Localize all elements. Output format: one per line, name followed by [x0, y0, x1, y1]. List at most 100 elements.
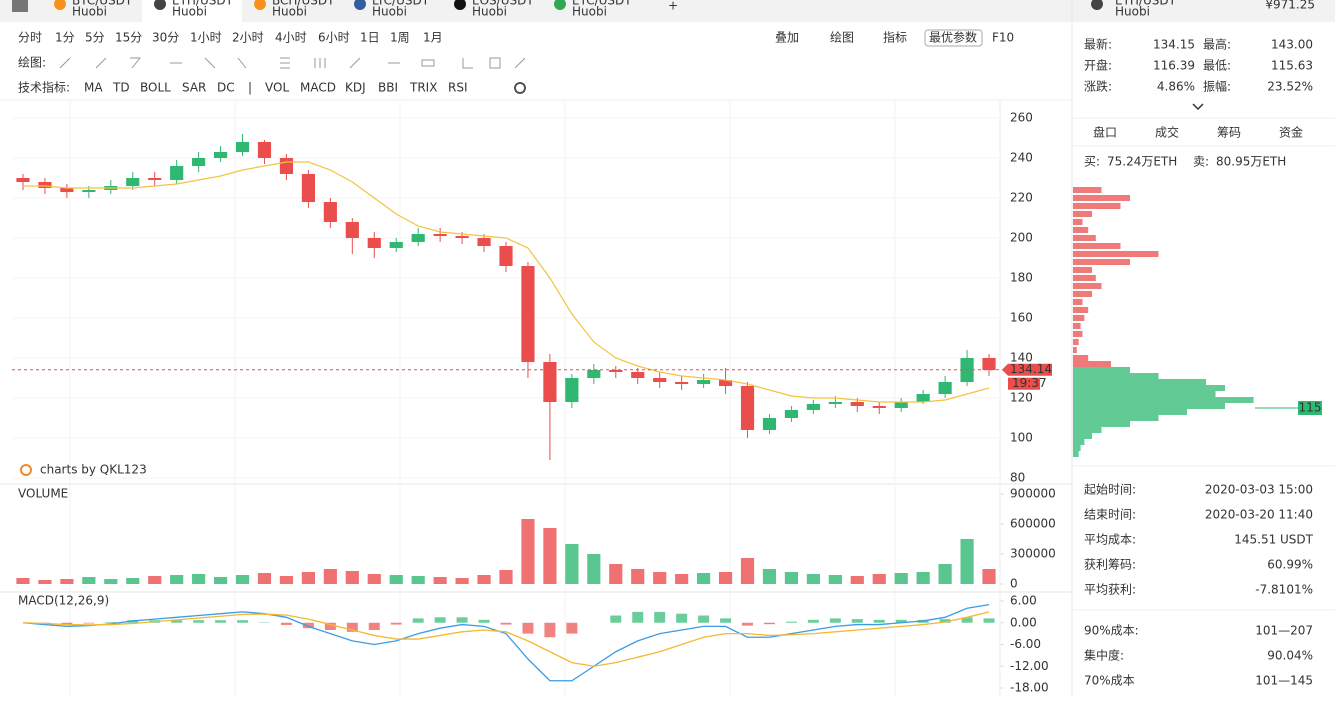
tab-exchange[interactable]: Huobi — [372, 5, 407, 19]
chip-bar — [1073, 267, 1092, 273]
y-tick-label: 200 — [1010, 231, 1033, 245]
chip-bar — [1073, 403, 1225, 409]
period-button[interactable]: 30分 — [152, 31, 179, 45]
draw-tools[interactable] — [60, 58, 525, 68]
y-tick-label: 0 — [1010, 577, 1018, 591]
candle-body — [565, 378, 578, 402]
chip-bar — [1073, 187, 1102, 193]
chip-bar — [1073, 433, 1092, 439]
chip-bar — [1073, 251, 1159, 257]
chip-bar — [1073, 291, 1092, 297]
f10-button[interactable]: F10 — [992, 31, 1014, 45]
period-button[interactable]: 5分 — [85, 31, 105, 45]
y-tick-label: 260 — [1010, 111, 1033, 125]
candle-body — [587, 370, 600, 378]
candle-body — [280, 158, 293, 174]
last-time-label: 19:37 — [1012, 376, 1047, 390]
volume-bar — [829, 575, 842, 584]
candle-body — [214, 152, 227, 158]
volume-bar — [499, 570, 512, 584]
candle-body — [521, 266, 534, 362]
indicator-button[interactable]: RSI — [448, 81, 468, 95]
volume-bar — [477, 575, 490, 584]
period-button[interactable]: 2小时 — [232, 31, 264, 45]
indicator-button[interactable]: KDJ — [345, 81, 366, 95]
indicator-button[interactable]: TRIX — [409, 81, 437, 95]
indicator-button[interactable]: DC — [217, 81, 235, 95]
chip-bar — [1073, 373, 1159, 379]
toolbar-action[interactable]: 绘图 — [830, 30, 854, 45]
macd-bar — [435, 617, 446, 622]
chip-bar — [1073, 409, 1187, 415]
tab-exchange[interactable]: Huobi — [172, 5, 207, 19]
volume-bar — [521, 519, 534, 584]
volume-bar — [565, 544, 578, 584]
indicator-button[interactable]: MACD — [300, 81, 336, 95]
best-params[interactable]: 最优参数 — [929, 30, 977, 45]
macd-bar — [786, 622, 797, 623]
candle-body — [982, 358, 995, 370]
macd-line — [23, 605, 989, 681]
macd-bar — [105, 622, 116, 623]
period-button[interactable]: 6小时 — [318, 31, 350, 45]
panel-tab[interactable]: 资金 — [1279, 125, 1303, 140]
indicator-button[interactable]: SAR — [182, 81, 206, 95]
expand-chevron[interactable] — [1193, 104, 1203, 109]
indicator-button[interactable]: MA — [84, 81, 103, 95]
volume-bar — [543, 528, 556, 584]
volume-bar — [653, 572, 666, 584]
candle-body — [16, 178, 29, 182]
tab-exchange[interactable]: Huobi — [272, 5, 307, 19]
period-button[interactable]: 4小时 — [275, 31, 307, 45]
indicator-button[interactable]: BOLL — [140, 81, 171, 95]
indicator-button[interactable]: VOL — [265, 81, 289, 95]
toolbar-action[interactable]: 指标 — [883, 30, 907, 45]
add-tab[interactable]: + — [668, 0, 678, 13]
macd-bar — [720, 618, 731, 622]
period-button[interactable]: 15分 — [115, 31, 142, 45]
volume-bar — [236, 575, 249, 584]
macd-bar — [369, 623, 380, 630]
period-button[interactable]: 1分 — [55, 31, 75, 45]
volume-bar — [38, 580, 51, 584]
panel-tab[interactable]: 盘口 — [1093, 125, 1117, 140]
pane-title: VOLUME — [18, 487, 68, 501]
period-button[interactable]: 1周 — [390, 31, 410, 45]
toolbar-action[interactable]: 叠加 — [775, 31, 799, 45]
volume-bar — [895, 573, 908, 584]
indicator-button[interactable]: BBI — [378, 81, 398, 95]
info-label: 获利筹码: — [1084, 558, 1136, 572]
tab-exchange[interactable]: Huobi — [72, 5, 107, 19]
stat-value: 23.52% — [1267, 80, 1313, 94]
draw-label: 绘图: — [18, 55, 46, 70]
candle-body — [82, 190, 95, 192]
tab-exchange[interactable]: Huobi — [572, 5, 607, 19]
period-button[interactable]: 1月 — [423, 31, 443, 45]
volume-bar — [82, 577, 95, 584]
candle-body — [499, 246, 512, 266]
info-label: 结束时间: — [1084, 508, 1136, 522]
chip-bar — [1073, 451, 1079, 457]
period-button[interactable]: 1日 — [360, 31, 380, 45]
indicator-button[interactable]: TD — [112, 81, 130, 95]
macd-bar — [391, 623, 402, 625]
volume-bar — [939, 564, 952, 584]
chip-bar — [1073, 379, 1206, 385]
settings-icon[interactable] — [515, 83, 525, 93]
candle-body — [873, 406, 886, 408]
stat-label: 最高: — [1203, 37, 1231, 52]
stat-value: 116.39 — [1153, 59, 1195, 73]
volume-bar — [258, 573, 271, 584]
tab-exchange[interactable]: Huobi — [472, 5, 507, 19]
chip-bar — [1073, 445, 1081, 451]
period-button[interactable]: 分时 — [18, 31, 42, 45]
panel-tab[interactable]: 筹码 — [1217, 126, 1241, 140]
period-button[interactable]: 1小时 — [190, 31, 222, 45]
macd-bar — [852, 619, 863, 623]
macd-bar — [808, 620, 819, 623]
volume-bar — [851, 576, 864, 584]
candle-body — [126, 178, 139, 186]
y-tick-label: 900000 — [1010, 487, 1056, 501]
candle-body — [609, 370, 622, 372]
panel-tab[interactable]: 成交 — [1155, 125, 1179, 140]
